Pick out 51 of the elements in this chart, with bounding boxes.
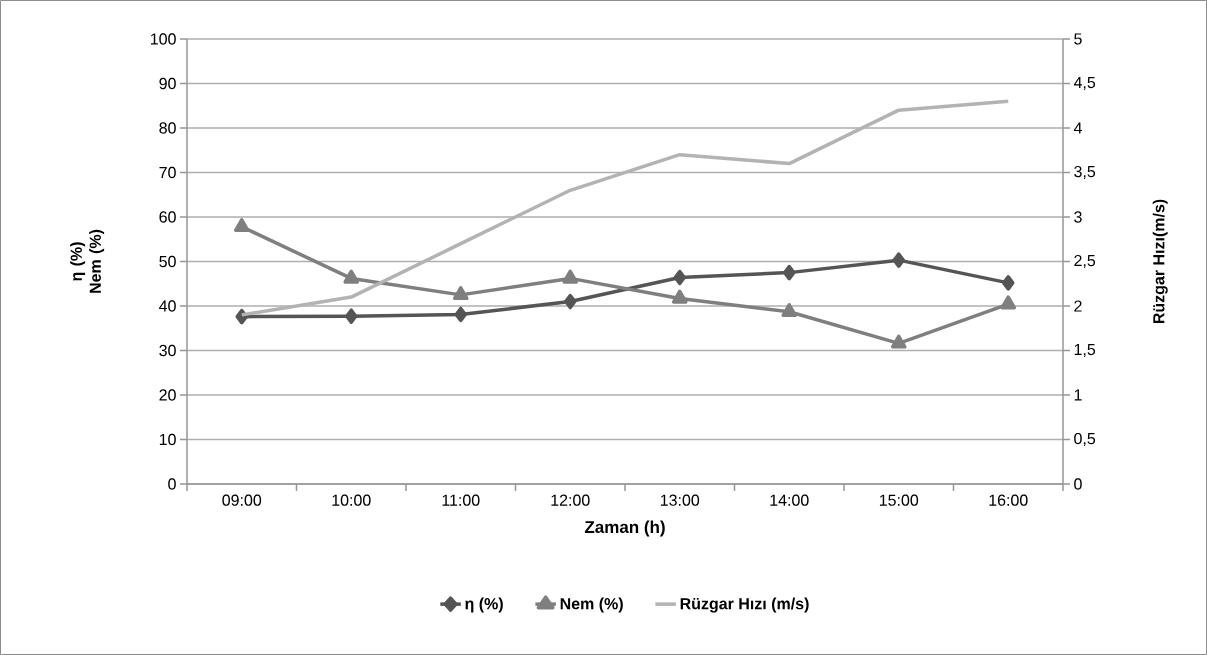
x-tick-label: 09:00: [222, 494, 262, 506]
x-tick-label: 12:00: [551, 494, 590, 506]
y-tick-label: 0: [168, 478, 176, 490]
legend-label: Nem (%): [560, 597, 623, 613]
y2-tick-label: 0: [1074, 478, 1082, 490]
y2-tick-label: 4,5: [1073, 76, 1096, 91]
point: [1001, 275, 1015, 291]
y-tick-label: 10: [159, 433, 176, 446]
x-tick-label: 16:00: [989, 494, 1028, 506]
x-axis-title: Zaman (h): [584, 520, 665, 537]
legend-label: η (%): [465, 597, 503, 613]
y-tick-label: 30: [159, 344, 176, 357]
y-axis-title: η (%) Nem (%): [70, 229, 105, 293]
y2-tick-label: 4: [1073, 122, 1082, 134]
point: [1000, 295, 1017, 310]
point: [343, 269, 360, 284]
y2-tick-label: 0,5: [1074, 432, 1096, 447]
y-tick-label: 40: [159, 300, 176, 312]
y-tick-label: 80: [159, 122, 176, 134]
point: [783, 264, 796, 281]
x-tick-label: 13:00: [660, 494, 700, 506]
y-tick-label: 70: [159, 166, 176, 179]
point: [564, 293, 577, 310]
y2-tick-label: 5: [1074, 33, 1082, 45]
point: [892, 252, 905, 268]
y2-axis-title: Rüzgar Hızı(m/s): [1152, 199, 1168, 324]
x-tick-label: 11:00: [442, 494, 480, 506]
x-tick-label: 14:00: [770, 494, 809, 506]
y2-tick-label: 3,5: [1074, 165, 1096, 180]
y-tick-label: 100: [151, 33, 176, 45]
x-tick-label: 10:00: [332, 494, 371, 506]
point: [673, 269, 686, 286]
y-tick-label: 90: [159, 77, 176, 90]
y-tick-label: 20: [159, 389, 176, 401]
y-tick-label: 50: [159, 255, 176, 268]
x-tick-label: 15:00: [879, 494, 919, 506]
point: [452, 286, 469, 301]
point: [781, 303, 798, 318]
point: [890, 334, 907, 349]
y2-tick-label: 2,5: [1074, 254, 1096, 269]
point: [345, 308, 358, 324]
y2-tick-label: 2: [1074, 300, 1082, 312]
legend-label: Rüzgar Hızı (m/s): [680, 597, 809, 613]
y2-tick-label: 3: [1074, 211, 1082, 223]
y2-tick-label: 1,5: [1074, 343, 1096, 358]
y2-tick-label: 1: [1074, 389, 1082, 401]
y-tick-label: 60: [159, 211, 176, 223]
point: [671, 289, 688, 304]
point: [233, 218, 250, 233]
point: [562, 269, 579, 284]
point: [454, 306, 467, 323]
